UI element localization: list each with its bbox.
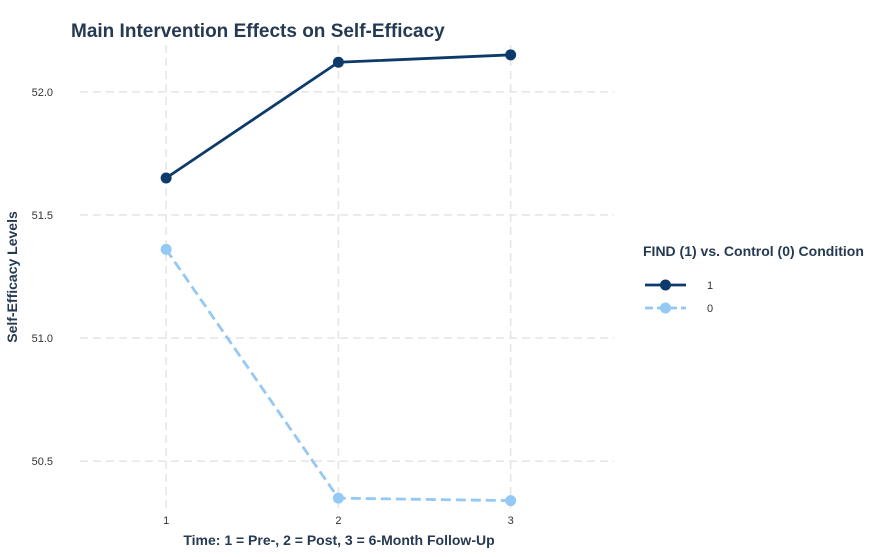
y-axis-title: Self-Efficacy Levels <box>4 211 20 343</box>
chart-title: Main Intervention Effects on Self-Effica… <box>71 21 445 42</box>
y-axis-ticks: 50.5 51.0 51.5 52.0 <box>32 87 53 468</box>
legend: FIND (1) vs. Control (0) Condition 1 0 <box>643 243 864 315</box>
legend-item-1: 1 <box>645 279 713 292</box>
series-1 <box>160 49 517 184</box>
y-tick-label: 51.0 <box>32 333 53 345</box>
data-point-0-2 <box>332 492 344 504</box>
legend-item-0: 0 <box>645 302 713 315</box>
data-point-1-3 <box>505 49 517 61</box>
y-tick-label: 51.5 <box>32 210 53 222</box>
x-tick-label: 1 <box>163 515 169 527</box>
y-tick-label: 52.0 <box>32 87 53 99</box>
legend-title: FIND (1) vs. Control (0) Condition <box>643 243 864 259</box>
series-layer <box>160 49 517 507</box>
data-point-0-1 <box>160 243 172 255</box>
x-axis-title: Time: 1 = Pre-, 2 = Post, 3 = 6-Month Fo… <box>183 532 494 548</box>
y-tick-label: 50.5 <box>32 456 53 468</box>
series-0 <box>160 243 517 507</box>
data-point-1-2 <box>332 56 344 68</box>
grid <box>80 45 614 508</box>
x-tick-label: 3 <box>508 515 514 527</box>
legend-marker <box>660 279 671 291</box>
x-axis-ticks: 1 2 3 <box>163 515 514 527</box>
data-point-0-3 <box>505 495 517 507</box>
x-tick-label: 2 <box>335 515 341 527</box>
legend-label: 0 <box>707 303 713 315</box>
data-point-1-1 <box>160 172 172 184</box>
legend-label: 1 <box>707 280 713 292</box>
legend-marker <box>660 302 671 314</box>
